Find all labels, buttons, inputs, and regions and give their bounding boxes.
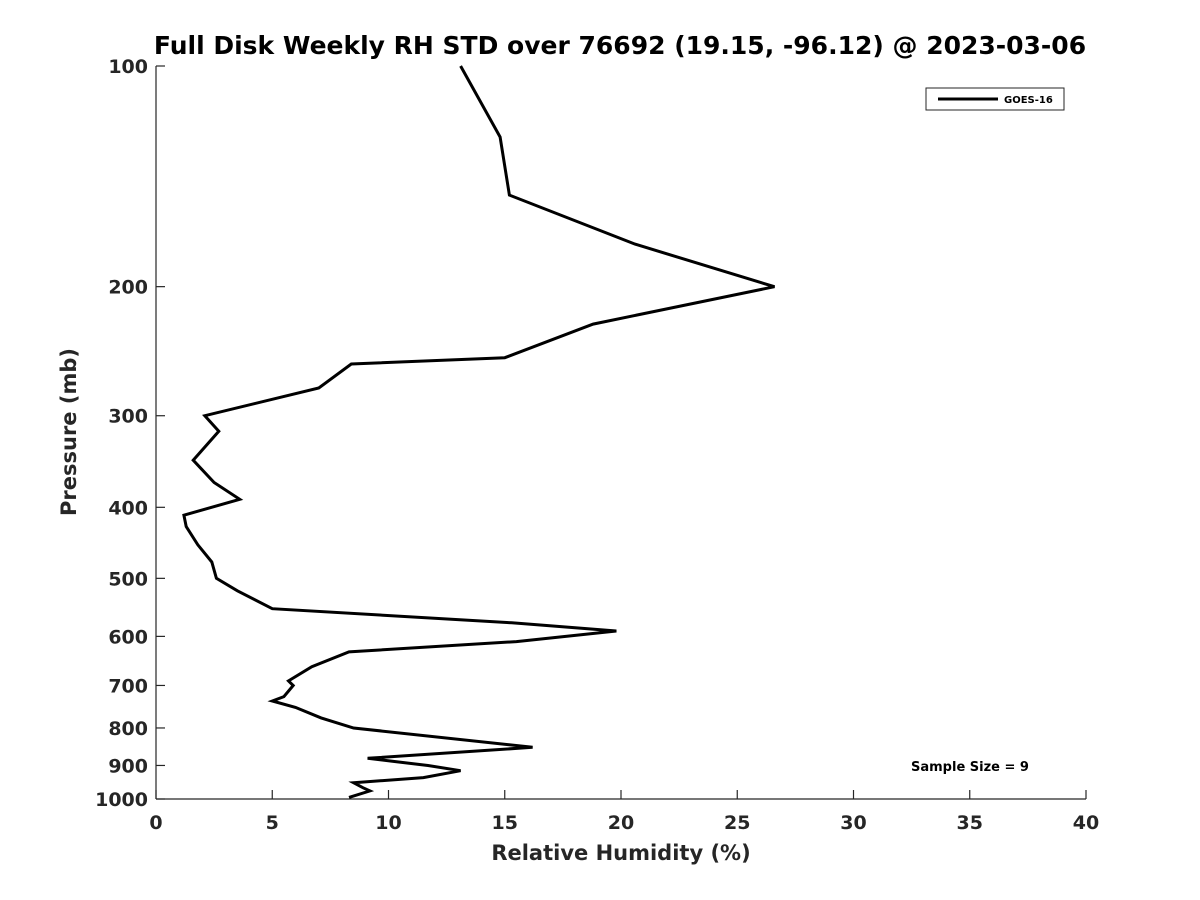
legend: GOES-16 [925, 87, 1065, 111]
y-tick-label: 900 [108, 755, 148, 777]
x-tick-label: 35 [957, 812, 983, 834]
y-tick-label: 400 [108, 497, 148, 519]
legend-label: GOES-16 [1004, 95, 1053, 106]
y-tick-label: 200 [108, 277, 148, 299]
y-tick-label: 500 [108, 568, 148, 590]
x-tick-label: 20 [608, 812, 634, 834]
y-tick-label: 600 [108, 626, 148, 648]
y-tick-label: 1000 [95, 789, 148, 811]
y-tick-label: 800 [108, 718, 148, 740]
y-tick-label: 100 [108, 56, 148, 78]
x-tick-label: 15 [492, 812, 518, 834]
series-group [182, 65, 775, 799]
x-tick-label: 0 [149, 812, 162, 834]
y-axis-label: Pressure (mb) [57, 348, 81, 516]
y-ticks: 100 200 300 400 500 600 700 800 900 1000 [95, 56, 165, 811]
y-tick-label: 700 [108, 675, 148, 697]
x-tick-label: 40 [1073, 812, 1099, 834]
y-tick-label: 300 [108, 406, 148, 428]
x-ticks: 0 5 10 15 20 25 30 35 40 [149, 790, 1099, 834]
chart-title: Full Disk Weekly RH STD over 76692 (19.1… [154, 31, 1086, 60]
sample-size-annotation: Sample Size = 9 [911, 760, 1029, 775]
axes [155, 66, 1086, 800]
x-tick-label: 30 [840, 812, 866, 834]
x-tick-label: 10 [375, 812, 401, 834]
x-axis-label: Relative Humidity (%) [491, 841, 750, 865]
x-tick-label: 25 [724, 812, 750, 834]
series-line [182, 65, 775, 799]
x-tick-label: 5 [266, 812, 279, 834]
